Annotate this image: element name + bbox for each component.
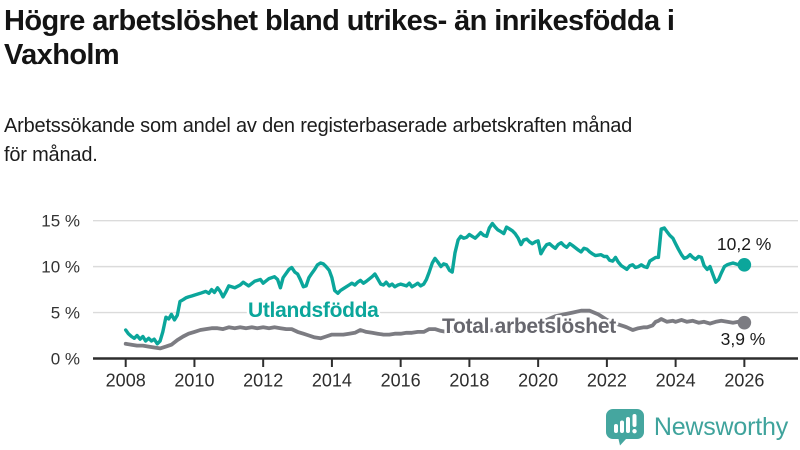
x-tick-label-2024: 2024 — [656, 371, 696, 391]
x-tick-label-2014: 2014 — [312, 371, 352, 391]
series-end-dot-total-arbetsloshet — [737, 315, 752, 330]
x-tick-label-2022: 2022 — [587, 371, 627, 391]
page-title: Högre arbetslöshet bland utrikes- än inr… — [4, 5, 675, 71]
series-end-dot-utlandsfodda — [737, 257, 752, 272]
x-tick-label-2026: 2026 — [724, 371, 764, 391]
page-subtitle: Arbetssökande som andel av den registerb… — [4, 115, 633, 166]
x-tick-label-2020: 2020 — [518, 371, 558, 391]
series-label-utlandsfodda: Utlandsfödda — [248, 299, 379, 322]
newsworthy-logo[interactable]: Newsworthy — [605, 408, 788, 446]
y-axis-label-5: 5 % — [51, 304, 80, 323]
x-tick-label-2008: 2008 — [106, 371, 146, 391]
y-axis-label-0: 0 % — [51, 350, 80, 369]
value-label-total-arbetsloshet: 3,9 % — [721, 329, 766, 349]
newsworthy-speech-bubble-chart-icon — [605, 409, 644, 446]
series-label-total-arbetsloshet: Total arbetslöshet — [442, 315, 616, 338]
y-axis-label-10: 10 % — [41, 258, 80, 277]
series-line-utlandsfodda — [123, 221, 747, 346]
value-label-utlandsfodda: 10,2 % — [717, 234, 771, 254]
x-tick-label-2018: 2018 — [449, 371, 489, 391]
x-tick-label-2012: 2012 — [243, 371, 283, 391]
x-tick-label-2010: 2010 — [174, 371, 214, 391]
x-tick-label-2016: 2016 — [381, 371, 421, 391]
series-line-total-arbetsloshet — [123, 308, 747, 351]
newsworthy-wordmark: Newsworthy — [653, 412, 788, 441]
y-axis-label-15: 15 % — [41, 212, 80, 231]
